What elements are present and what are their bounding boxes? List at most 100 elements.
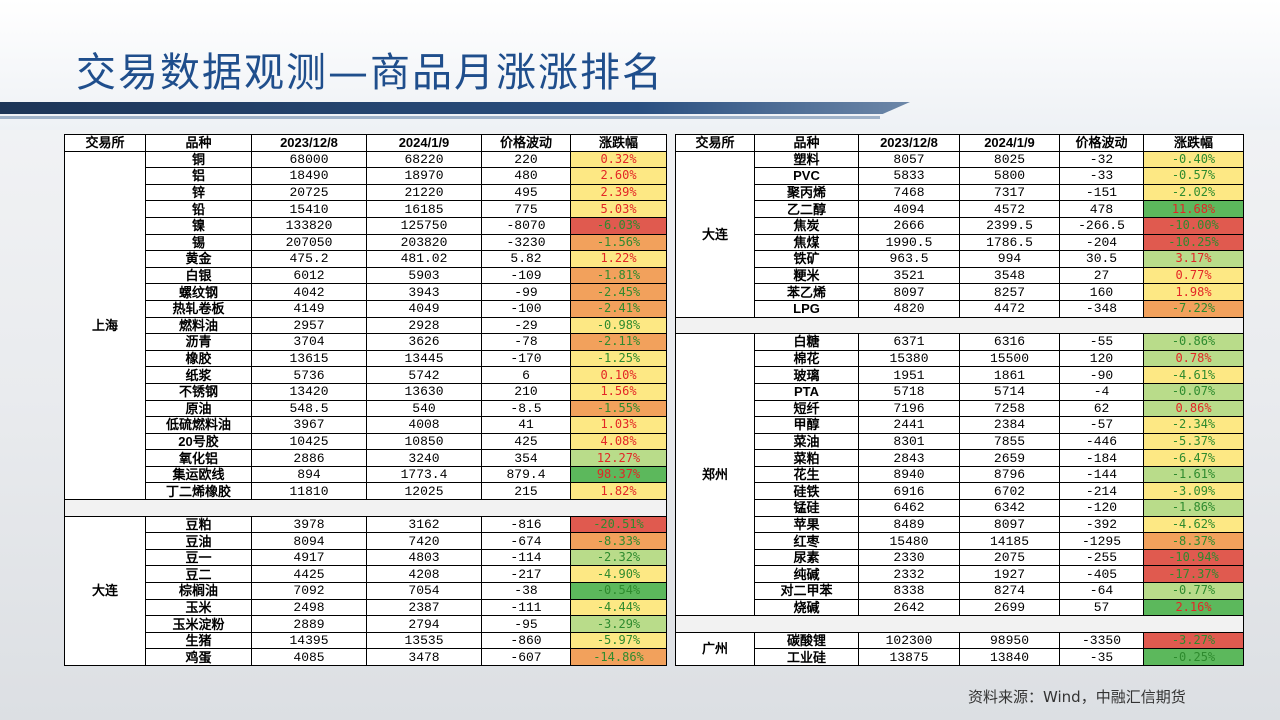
price-change-cell: -4: [1059, 382, 1144, 401]
table-row: 纸浆 5736 5742 6 0.10%: [65, 366, 667, 384]
price-2024-cell: 14185: [959, 532, 1060, 550]
group-spacer-row: [64, 499, 667, 517]
header-price-change: 价格波动: [481, 134, 571, 152]
header-date-2: 2024/1/9: [366, 134, 482, 152]
price-change-cell: 41: [481, 416, 571, 434]
pct-change-cell: -4.44%: [570, 598, 667, 617]
price-2024-cell: 68220: [366, 150, 482, 169]
price-2024-cell: 16185: [366, 200, 482, 218]
product-cell: 豆油: [145, 532, 252, 550]
product-cell: 铜: [145, 150, 252, 169]
price-2024-cell: 13445: [366, 349, 482, 368]
price-change-cell: 62: [1059, 399, 1144, 418]
price-2023-cell: 3967: [251, 416, 367, 434]
table-row: 粳米 3521 3548 27 0.77%: [676, 266, 1244, 285]
price-2023-cell: 18490: [251, 167, 367, 185]
product-cell: 豆粕: [145, 515, 252, 534]
price-2023-cell: 6916: [858, 482, 960, 501]
price-2024-cell: 4008: [366, 416, 482, 434]
price-2024-cell: 2928: [366, 316, 482, 335]
price-2023-cell: 20725: [251, 183, 367, 202]
product-cell: 硅铁: [754, 482, 859, 501]
price-change-cell: 120: [1059, 349, 1144, 368]
price-2024-cell: 1927: [959, 565, 1060, 584]
price-2023-cell: 8489: [858, 515, 960, 534]
price-2024-cell: 4049: [366, 299, 482, 318]
pct-change-cell: -2.45%: [570, 283, 667, 301]
pct-change-cell: 0.77%: [1143, 266, 1244, 285]
pct-change-cell: 4.08%: [570, 432, 667, 451]
table-row: LPG 4820 4472 -348 -7.22%: [676, 299, 1244, 318]
price-2024-cell: 3548: [959, 266, 1060, 285]
price-2024-cell: 10850: [366, 432, 482, 451]
price-2024-cell: 5903: [366, 266, 482, 285]
product-cell: PTA: [754, 382, 859, 401]
product-cell: 丁二烯橡胶: [145, 482, 252, 501]
pct-change-cell: -1.55%: [570, 399, 667, 418]
price-change-cell: 480: [481, 167, 571, 185]
table-row: 对二甲苯 8338 8274 -64 -0.77%: [676, 582, 1244, 600]
pct-change-cell: -5.97%: [570, 631, 667, 650]
price-2023-cell: 15410: [251, 200, 367, 218]
product-cell: 白糖: [754, 333, 859, 351]
price-2023-cell: 1951: [858, 366, 960, 384]
price-change-cell: -214: [1059, 482, 1144, 501]
price-change-cell: -38: [481, 582, 571, 600]
pct-change-cell: -0.98%: [570, 316, 667, 335]
pct-change-cell: -4.61%: [1143, 366, 1244, 384]
table-row: 丁二烯橡胶 11810 12025 215 1.82%: [65, 482, 667, 501]
pct-change-cell: 11.68%: [1143, 200, 1244, 218]
product-cell: 豆二: [145, 565, 252, 584]
header-exchange: 交易所: [675, 134, 755, 152]
price-2024-cell: 8025: [959, 150, 1060, 169]
price-2023-cell: 2889: [251, 615, 367, 633]
product-cell: 纯碱: [754, 565, 859, 584]
price-2024-cell: 2384: [959, 416, 1060, 434]
price-2023-cell: 1990.5: [858, 233, 960, 252]
product-cell: 塑料: [754, 150, 859, 169]
table-row: 黄金 475.2 481.02 5.82 1.22%: [65, 250, 667, 268]
price-2024-cell: 2699: [959, 598, 1060, 617]
price-change-cell: 57: [1059, 598, 1144, 617]
price-2023-cell: 15480: [858, 532, 960, 550]
table-row: 不锈钢 13420 13630 210 1.56%: [65, 382, 667, 401]
price-2024-cell: 203820: [366, 233, 482, 252]
price-2023-cell: 4094: [858, 200, 960, 218]
price-2023-cell: 7196: [858, 399, 960, 418]
price-2024-cell: 6702: [959, 482, 1060, 501]
price-change-cell: -3350: [1059, 631, 1144, 650]
price-2024-cell: 15500: [959, 349, 1060, 368]
price-2024-cell: 13840: [959, 648, 1060, 666]
product-cell: 工业硅: [754, 648, 859, 666]
price-2023-cell: 2886: [251, 449, 367, 467]
product-cell: 铁矿: [754, 250, 859, 268]
price-2024-cell: 2659: [959, 449, 1060, 467]
table-row: 焦炭 2666 2399.5 -266.5 -10.00%: [676, 216, 1244, 235]
pct-change-cell: -7.22%: [1143, 299, 1244, 318]
pct-change-cell: -2.02%: [1143, 183, 1244, 202]
price-2023-cell: 13615: [251, 349, 367, 368]
pct-change-cell: -1.86%: [1143, 499, 1244, 517]
price-2024-cell: 3626: [366, 333, 482, 351]
price-2023-cell: 8338: [858, 582, 960, 600]
table-row: 甲醇 2441 2384 -57 -2.34%: [676, 416, 1244, 434]
price-change-cell: 27: [1059, 266, 1144, 285]
price-change-cell: -64: [1059, 582, 1144, 600]
pct-change-cell: -20.51%: [570, 515, 667, 534]
price-2023-cell: 2957: [251, 316, 367, 335]
product-cell: 原油: [145, 399, 252, 418]
table-row: 原油 548.5 540 -8.5 -1.55%: [65, 399, 667, 418]
product-cell: 玉米: [145, 598, 252, 617]
price-2023-cell: 207050: [251, 233, 367, 252]
pct-change-cell: -1.56%: [570, 233, 667, 252]
product-cell: 菜粕: [754, 449, 859, 467]
table-row: 橡胶 13615 13445 -170 -1.25%: [65, 349, 667, 368]
pct-change-cell: -8.37%: [1143, 532, 1244, 550]
product-cell: 对二甲苯: [754, 582, 859, 600]
product-cell: 苹果: [754, 515, 859, 534]
price-change-cell: -90: [1059, 366, 1144, 384]
pct-change-cell: -6.03%: [570, 216, 667, 235]
pct-change-cell: -10.00%: [1143, 216, 1244, 235]
price-2024-cell: 3478: [366, 648, 482, 666]
price-2023-cell: 7468: [858, 183, 960, 202]
